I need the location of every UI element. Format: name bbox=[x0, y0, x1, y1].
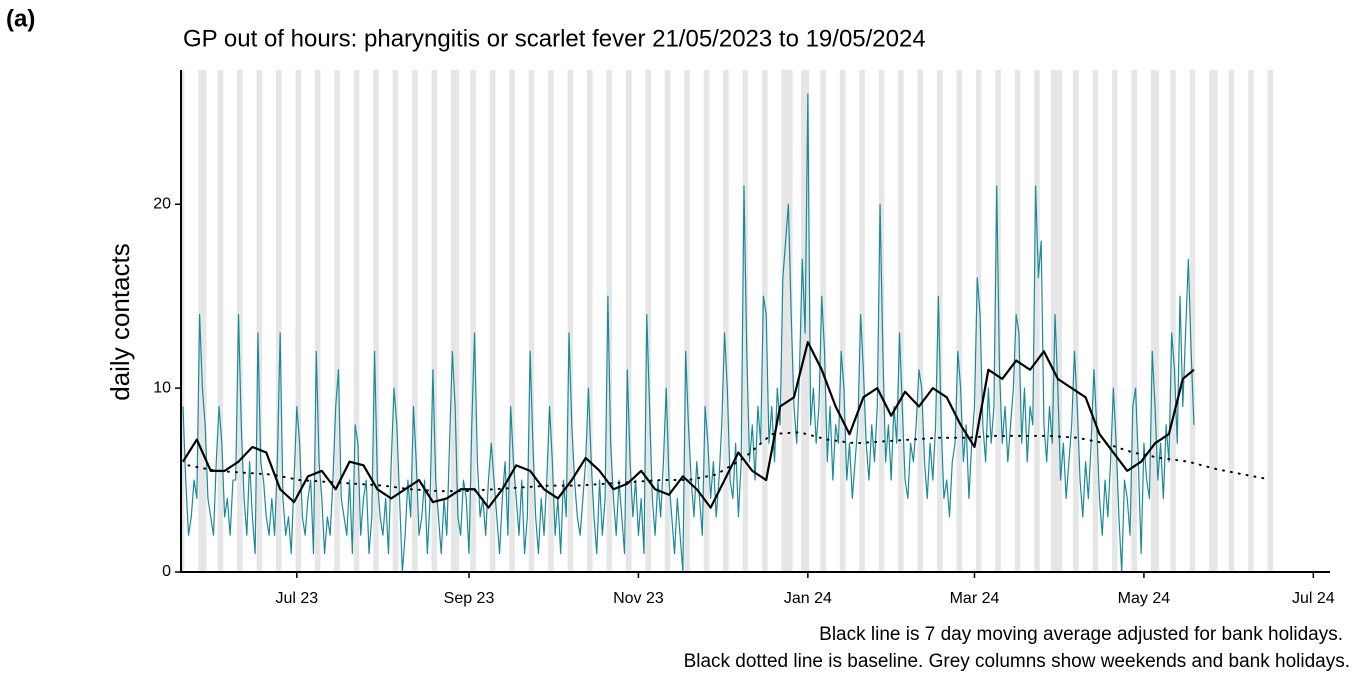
shaded-column bbox=[1248, 70, 1254, 572]
shaded-column bbox=[645, 70, 651, 572]
x-tick-label: Mar 24 bbox=[950, 590, 1000, 607]
shaded-column bbox=[762, 70, 768, 572]
shaded-column bbox=[528, 70, 535, 572]
shaded-column bbox=[839, 70, 846, 572]
shaded-column bbox=[450, 70, 460, 572]
series-line bbox=[182, 93, 1195, 573]
shaded-column bbox=[256, 70, 263, 572]
shaded-column bbox=[181, 70, 185, 572]
shaded-column bbox=[1189, 70, 1196, 572]
shaded-column bbox=[723, 70, 729, 572]
shaded-column bbox=[1111, 70, 1118, 572]
shaded-column bbox=[431, 70, 438, 572]
y-tick-label: 0 bbox=[162, 563, 171, 580]
shaded-column bbox=[509, 70, 515, 572]
shaded-column bbox=[217, 70, 224, 572]
shaded-column bbox=[392, 70, 399, 572]
footnote: Black line is 7 day moving average adjus… bbox=[819, 624, 1343, 645]
shaded-column bbox=[334, 70, 340, 572]
shaded-column bbox=[937, 70, 943, 572]
shaded-column bbox=[314, 70, 321, 572]
shaded-column bbox=[742, 70, 749, 572]
shaded-column bbox=[1267, 70, 1274, 572]
x-tick-label: Nov 23 bbox=[613, 590, 664, 607]
shaded-column bbox=[295, 70, 301, 572]
shaded-column bbox=[1050, 70, 1062, 572]
x-tick-label: Jul 23 bbox=[275, 590, 318, 607]
shaded-column bbox=[412, 70, 418, 572]
shaded-column bbox=[684, 70, 690, 572]
chart-title: GP out of hours: pharyngitis or scarlet … bbox=[183, 25, 926, 52]
x-tick-label: Jan 24 bbox=[784, 590, 832, 607]
shaded-column bbox=[703, 70, 710, 572]
shaded-column bbox=[373, 70, 379, 572]
shaded-column bbox=[1170, 70, 1176, 572]
shaded-column bbox=[489, 70, 496, 572]
shaded-column bbox=[1209, 70, 1218, 572]
shaded-column bbox=[353, 70, 360, 572]
shaded-column bbox=[859, 70, 865, 572]
shaded-column bbox=[587, 70, 593, 572]
shaded-column bbox=[1092, 70, 1099, 572]
shaded-column bbox=[237, 70, 243, 572]
shaded-column bbox=[470, 70, 476, 572]
shaded-column bbox=[898, 70, 904, 572]
shaded-column bbox=[275, 70, 282, 572]
shaded-column bbox=[1228, 70, 1235, 572]
y-axis-label: daily contacts bbox=[105, 243, 135, 401]
shaded-column bbox=[548, 70, 554, 572]
shaded-column bbox=[917, 70, 924, 572]
shaded-column bbox=[664, 70, 671, 572]
footnote: Black dotted line is baseline. Grey colu… bbox=[684, 651, 1350, 672]
shaded-column bbox=[1073, 70, 1079, 572]
y-tick-label: 10 bbox=[153, 379, 171, 396]
shaded-column bbox=[1034, 70, 1040, 572]
series-line bbox=[182, 341, 1195, 509]
shaded-column bbox=[1150, 70, 1160, 572]
x-tick-label: Sep 23 bbox=[444, 590, 495, 607]
x-tick-label: May 24 bbox=[1118, 590, 1171, 607]
y-tick-label: 20 bbox=[153, 195, 171, 212]
shaded-column bbox=[198, 70, 207, 572]
x-tick-label: Jul 24 bbox=[1292, 590, 1335, 607]
shaded-column bbox=[878, 70, 885, 572]
series-line bbox=[187, 431, 1265, 493]
shaded-column bbox=[1131, 70, 1137, 572]
shaded-column bbox=[606, 70, 613, 572]
shaded-column bbox=[975, 70, 982, 572]
shaded-column bbox=[781, 70, 793, 572]
panel-label: (a) bbox=[6, 5, 35, 32]
shaded-column bbox=[567, 70, 574, 572]
shaded-column bbox=[625, 70, 632, 572]
shaded-column bbox=[956, 70, 962, 572]
shaded-column bbox=[995, 70, 1001, 572]
